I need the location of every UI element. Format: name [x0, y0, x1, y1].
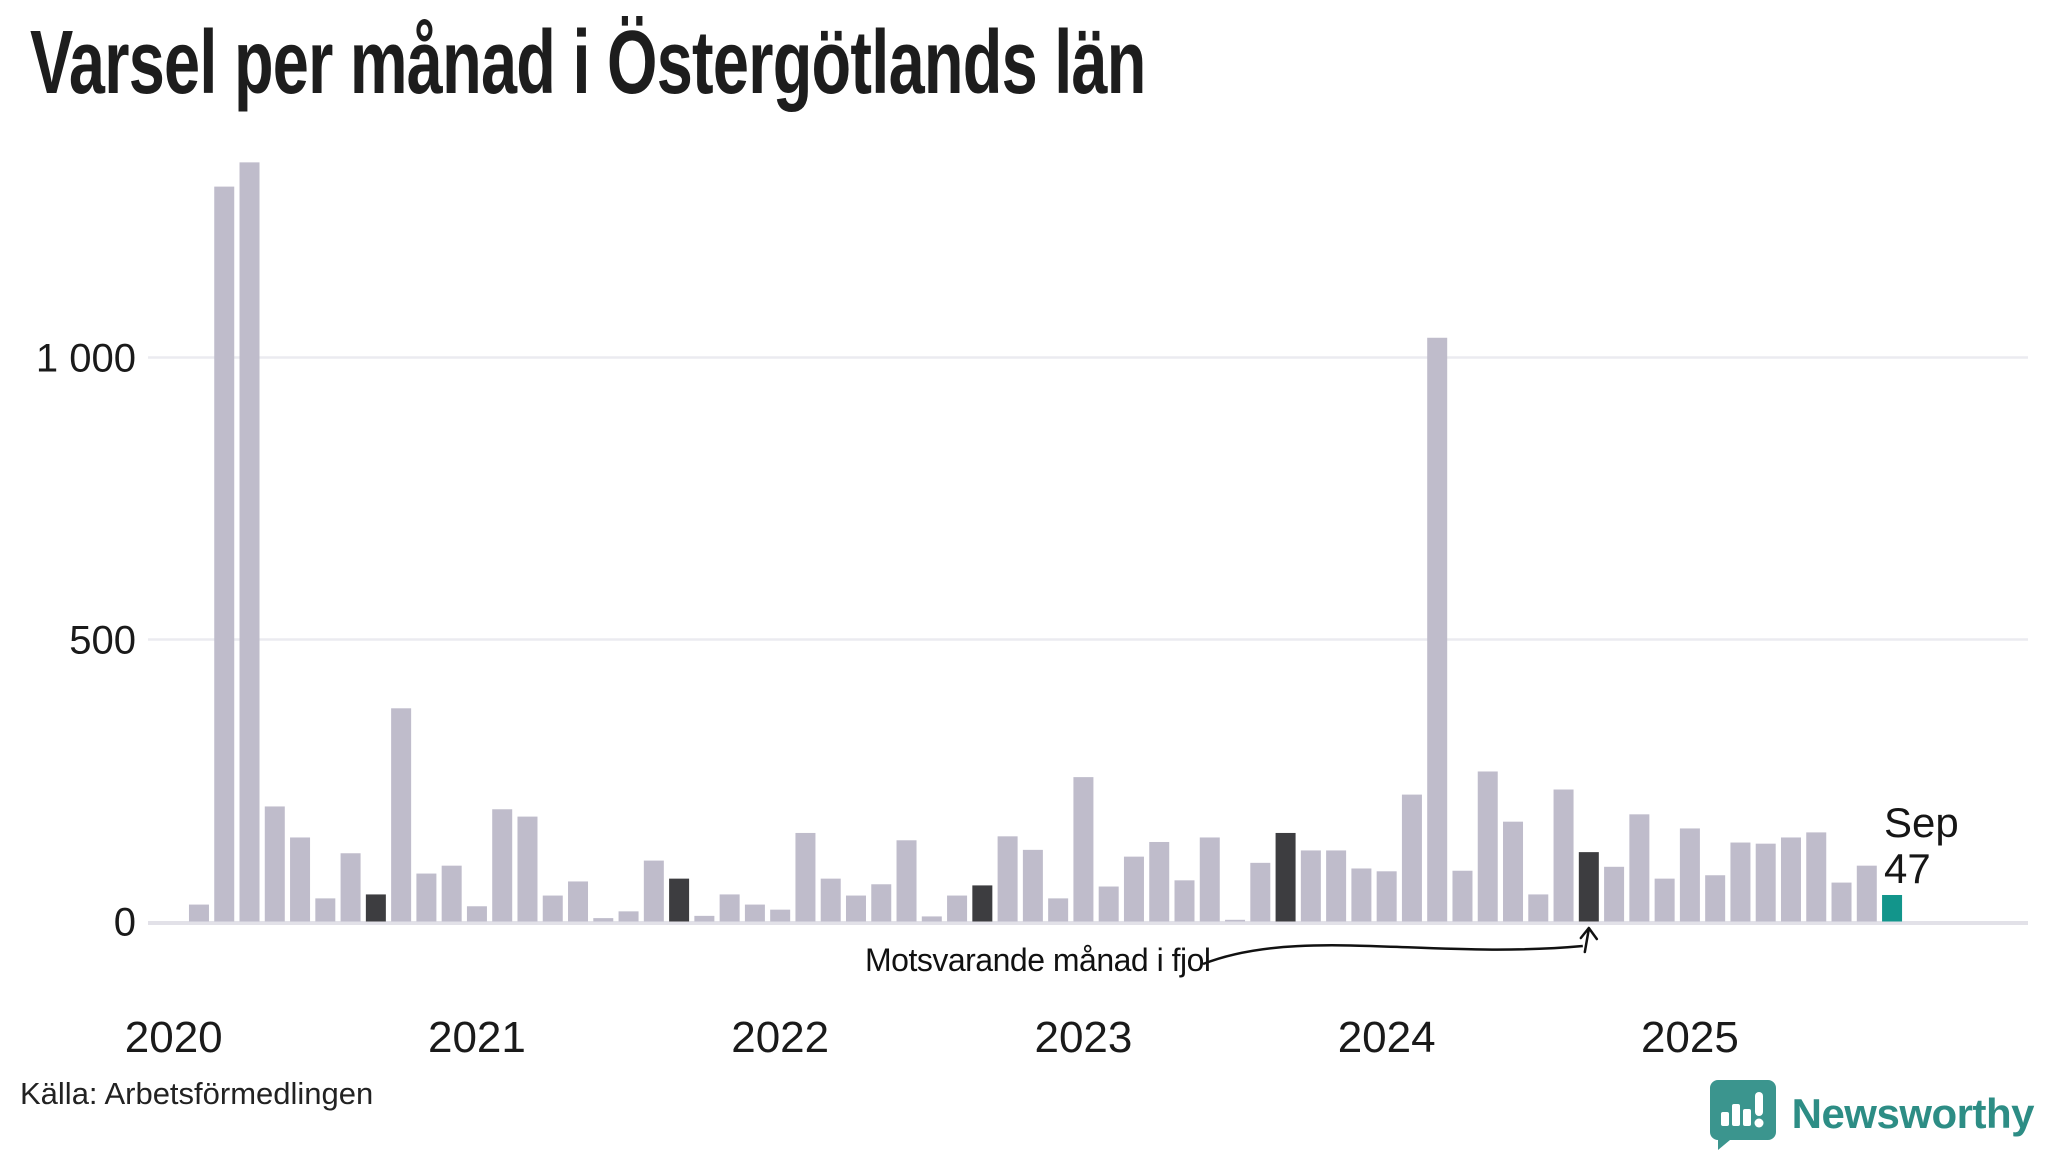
source-credit: Källa: Arbetsförmedlingen — [20, 1076, 374, 1111]
current-month-label: Sep 47 — [1884, 800, 1959, 892]
bar-2025-02 — [1705, 875, 1726, 922]
bar-2023-05 — [1174, 880, 1195, 922]
bar-2021-06 — [593, 918, 614, 922]
bar-2023-12 — [1351, 868, 1372, 922]
bar-2024-06 — [1503, 821, 1524, 922]
annotation-prev-year-label: Motsvarande månad i fjol — [865, 942, 1211, 978]
bar-2021-02 — [492, 809, 513, 922]
bar-2021-12 — [744, 904, 765, 922]
bar-2025-03 — [1730, 842, 1751, 922]
logo-exclamation-stem — [1754, 1092, 1763, 1116]
bar-2025-06 — [1806, 832, 1827, 922]
bar-2021-05 — [568, 881, 589, 922]
bar-2021-04 — [542, 895, 563, 922]
bar-2022-11 — [1022, 849, 1043, 922]
current-month-value: 47 — [1884, 845, 1931, 892]
bar-2024-03 — [1427, 337, 1448, 922]
bar-2020-12 — [441, 865, 462, 922]
bar-2021-03 — [517, 816, 538, 922]
bar-2022-12 — [1048, 898, 1069, 922]
bar-2022-09 — [972, 885, 993, 922]
x-axis-year-label-2025: 2025 — [1641, 1013, 1739, 1062]
bar-2022-04 — [845, 895, 866, 922]
y-axis-tick-1000: 1 000 — [36, 337, 136, 381]
bar-2022-02 — [795, 832, 816, 922]
bar-2022-01 — [770, 909, 791, 922]
bar-2023-07 — [1225, 919, 1246, 922]
bar-2020-08 — [340, 853, 361, 922]
bar-2022-08 — [947, 895, 968, 922]
bar-2022-03 — [820, 878, 841, 922]
bar-2024-01 — [1376, 871, 1397, 922]
bar-2020-07 — [315, 898, 336, 922]
bar-2021-10 — [694, 915, 715, 922]
bar-2022-06 — [896, 840, 917, 922]
bar-2020-09 — [365, 894, 386, 922]
bar-2024-12 — [1654, 878, 1675, 922]
logo-exclamation-dot — [1754, 1118, 1764, 1128]
bar-2021-09 — [669, 878, 690, 922]
y-axis-tick-0: 0 — [114, 901, 136, 945]
newsworthy-brand: Newsworthy — [1708, 1078, 2035, 1150]
bar-2025-01 — [1679, 828, 1700, 922]
bar-2020-11 — [416, 873, 437, 922]
bar-2023-10 — [1300, 850, 1321, 922]
bar-2023-08 — [1250, 862, 1271, 922]
bar-2025-05 — [1780, 837, 1801, 922]
bar-2021-01 — [466, 906, 487, 922]
bar-2023-11 — [1326, 850, 1347, 922]
annotation-arrow — [1579, 926, 1599, 954]
x-axis-year-label-2023: 2023 — [1034, 1013, 1132, 1062]
bar-2024-08 — [1553, 789, 1574, 922]
bar-2024-07 — [1528, 894, 1549, 922]
bar-2023-09 — [1275, 832, 1296, 922]
bar-2020-10 — [391, 708, 412, 922]
bar-2024-02 — [1401, 794, 1422, 922]
bar-2020-04 — [239, 162, 260, 922]
bar-2022-05 — [871, 884, 892, 922]
bar-2020-05 — [264, 806, 285, 922]
newsworthy-brand-text: Newsworthy — [1791, 1090, 2035, 1137]
bar-2022-10 — [997, 836, 1018, 922]
bar-2024-10 — [1604, 866, 1625, 922]
x-axis-year-label-2022: 2022 — [731, 1013, 829, 1062]
logo-bar-3 — [1742, 1109, 1751, 1126]
x-axis-year-label-2021: 2021 — [428, 1013, 526, 1062]
x-axis-year-label-2024: 2024 — [1338, 1013, 1436, 1062]
bar-2020-03 — [214, 186, 235, 922]
bar-2020-06 — [290, 837, 311, 922]
bar-2023-03 — [1123, 856, 1144, 922]
bar-2023-06 — [1199, 837, 1220, 922]
bar-2021-11 — [719, 894, 740, 922]
bar-2021-08 — [643, 860, 664, 922]
bar-2023-02 — [1098, 886, 1119, 922]
bar-2023-01 — [1073, 777, 1094, 922]
bar-2024-11 — [1629, 814, 1650, 922]
annotation-leader-line — [1202, 944, 1583, 966]
bar-2020-02 — [188, 904, 209, 922]
bar-2024-04 — [1452, 870, 1473, 922]
current-month-name: Sep — [1884, 799, 1959, 846]
bar-2024-09 — [1578, 852, 1599, 922]
bar-2021-07 — [618, 911, 639, 922]
bar-2025-08 — [1856, 865, 1877, 922]
y-axis-tick-500: 500 — [69, 619, 136, 663]
logo-bar-2 — [1731, 1104, 1740, 1126]
chart-title: Varsel per månad i Östergötlands län — [30, 13, 1146, 113]
bar-2022-07 — [921, 916, 942, 922]
bar-2024-05 — [1477, 771, 1498, 922]
bar-2023-04 — [1149, 841, 1170, 922]
bar-2025-09 — [1882, 894, 1903, 922]
bar-2025-04 — [1755, 843, 1776, 922]
x-axis-year-label-2020: 2020 — [125, 1013, 223, 1062]
bar-2025-07 — [1831, 882, 1852, 922]
newsworthy-logo-icon — [1709, 1080, 1776, 1150]
logo-bar-1 — [1720, 1112, 1729, 1126]
